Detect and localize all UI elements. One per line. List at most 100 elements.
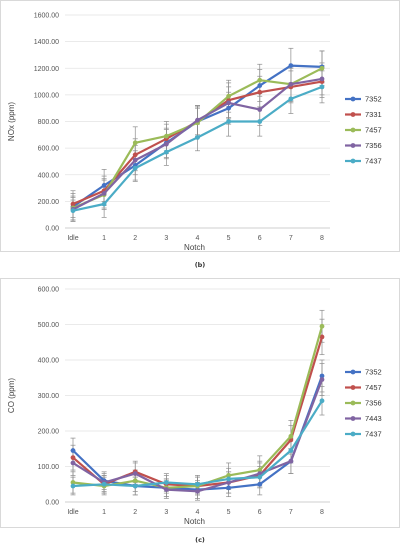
data-point: [163, 149, 169, 155]
data-point: [257, 107, 263, 112]
x-tick-label: 7: [289, 235, 293, 242]
x-tick-label: Idle: [67, 509, 78, 516]
data-point: [288, 63, 294, 68]
y-tick-label: 500.00: [38, 322, 60, 329]
x-tick-label: 8: [320, 235, 324, 242]
co-chart: 0.00 100.00 200.00 300.00 400.00 500.00 600.00…: [0, 278, 400, 528]
data-point: [319, 76, 325, 82]
data-point: [132, 471, 138, 476]
data-point: [257, 77, 263, 83]
data-point: [195, 117, 200, 123]
data-point: [163, 141, 169, 147]
x-tick-label: 1: [102, 235, 106, 242]
legend-marker: [350, 143, 356, 148]
data-point: [226, 93, 232, 99]
data-point: [257, 481, 263, 487]
x-tick-label: 2: [133, 509, 137, 516]
legend-marker: [350, 431, 356, 437]
legend-marker: [350, 369, 356, 375]
legend-marker: [350, 385, 356, 390]
legend-marker: [350, 400, 356, 406]
data-point: [226, 119, 232, 124]
data-point: [257, 474, 263, 480]
data-point: [70, 480, 76, 485]
data-point: [132, 483, 138, 489]
y-axis-label: NOx (ppm): [7, 102, 16, 141]
x-tick-label: 5: [227, 509, 231, 516]
nox-chart: 0.00 200.00 400.00 600.00 800.00 1000.00 1200.…: [0, 0, 400, 252]
y-tick-label: 100.00: [38, 464, 60, 471]
data-point: [257, 83, 263, 88]
data-point: [319, 65, 325, 71]
data-point: [288, 81, 294, 87]
y-tick-label: 200.00: [38, 429, 60, 436]
y-tick-label: 400.00: [38, 172, 60, 179]
legend-marker: [350, 96, 356, 102]
legend-label: 7352: [365, 95, 382, 104]
x-tick-label: 4: [196, 235, 200, 242]
data-point: [195, 488, 200, 494]
y-tick-label: 0.00: [45, 226, 59, 233]
y-tick-label: 600.00: [38, 146, 60, 153]
legend-label: 7457: [365, 126, 382, 135]
legend-label: 7457: [365, 383, 382, 392]
series-line: [72, 375, 324, 491]
data-point: [288, 96, 294, 102]
x-tick-label: 6: [258, 509, 262, 516]
data-point: [257, 119, 263, 124]
data-point: [132, 152, 138, 158]
data-point: [257, 467, 263, 473]
y-tick-label: 1400.00: [34, 39, 59, 46]
data-point: [226, 472, 232, 478]
data-point: [288, 448, 294, 453]
x-axis-label: Notch: [184, 517, 205, 526]
x-tick-label: 2: [133, 235, 137, 242]
data-point: [70, 483, 76, 489]
data-point: [226, 476, 232, 482]
data-point: [70, 208, 76, 214]
data-point: [70, 448, 76, 453]
nox-chart-caption: (b): [194, 261, 206, 269]
data-point: [257, 89, 263, 95]
data-point: [226, 105, 232, 111]
x-tick-label: 6: [258, 235, 262, 242]
legend-label: 7443: [365, 414, 382, 423]
data-point: [195, 135, 200, 140]
data-point: [163, 480, 169, 485]
x-tick-label: Idle: [67, 235, 78, 242]
legend-label: 7352: [365, 368, 382, 377]
legend-label: 7437: [365, 430, 382, 439]
co-chart-panel: 0.00 100.00 200.00 300.00 400.00 500.00 600.00…: [0, 278, 400, 528]
x-tick-label: 1: [102, 509, 106, 516]
data-point: [288, 433, 294, 439]
data-point: [319, 334, 325, 340]
data-point: [319, 84, 325, 90]
x-tick-label: 3: [164, 235, 168, 242]
x-tick-label: 8: [320, 509, 324, 516]
data-point: [163, 487, 169, 492]
legend-marker: [350, 112, 356, 117]
y-tick-label: 200.00: [38, 199, 60, 206]
data-point: [319, 373, 325, 379]
data-point: [195, 481, 200, 487]
x-tick-label: 3: [164, 509, 168, 516]
x-axis-label: Notch: [184, 243, 205, 252]
data-point: [70, 455, 76, 461]
legend-label: 7437: [365, 157, 382, 166]
x-tick-label: 7: [289, 509, 293, 516]
legend-marker: [350, 127, 356, 133]
legend-label: 7331: [365, 110, 382, 119]
data-point: [163, 133, 169, 139]
chart-frame: [0, 0, 400, 252]
y-tick-label: 600.00: [38, 287, 60, 294]
data-point: [132, 478, 138, 484]
y-tick-label: 300.00: [38, 393, 60, 400]
legend-marker: [350, 416, 356, 421]
data-point: [319, 323, 325, 329]
nox-chart-panel: 0.00 200.00 400.00 600.00 800.00 1000.00 1200.…: [0, 0, 400, 252]
data-point: [319, 398, 325, 404]
data-point: [132, 157, 138, 163]
y-tick-label: 1600.00: [34, 13, 59, 20]
y-tick-label: 0.00: [45, 500, 59, 507]
data-point: [319, 377, 325, 382]
